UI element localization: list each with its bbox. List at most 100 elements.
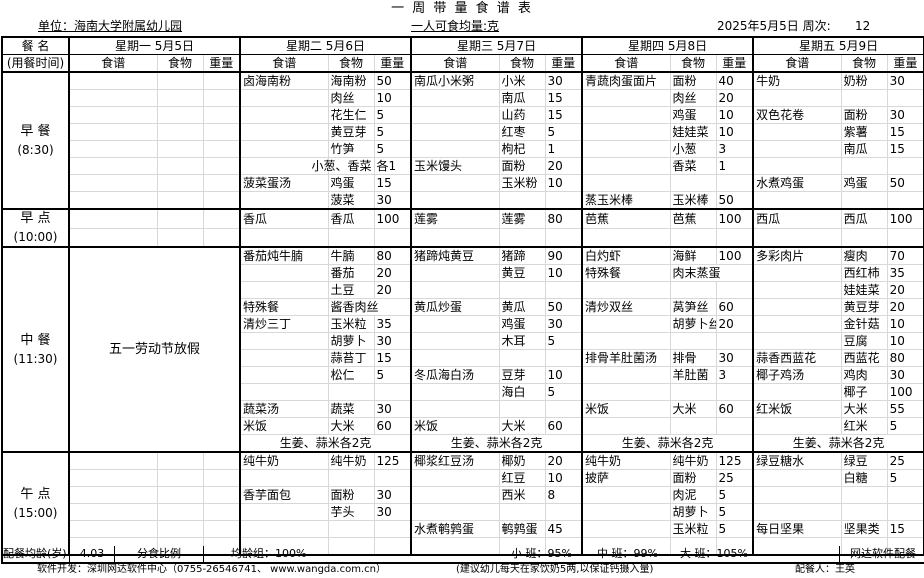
food-cell: 香瓜 (327, 208, 375, 229)
weight-cell (886, 191, 924, 210)
weight-cell (202, 227, 241, 248)
food-cell: 海南粉 (327, 71, 375, 90)
food-cell: 土豆 (327, 281, 375, 299)
weight-cell: 60 (373, 417, 412, 435)
food-cell: 大米 (327, 417, 375, 435)
food-cell: 玉米粉 (498, 174, 546, 192)
weight-cell: 20 (544, 451, 583, 470)
weight-cell: 5 (886, 417, 924, 435)
food-cell: 西瓜 (840, 208, 888, 229)
menu-row: 黄豆芽 5 红枣 5 娃娃菜 10 紫薯 15 (2, 123, 924, 141)
menu-row: 蔬菜汤 蔬菜 30 米饭 大米 60 红米饭 大米 55 (2, 400, 924, 418)
weight-cell: 5 (544, 383, 583, 401)
recipe-cell (410, 383, 500, 401)
weight-cell: 50 (544, 298, 583, 316)
recipe-cell (410, 174, 500, 192)
food-cell: 纯牛奶 (327, 451, 375, 470)
planner: 配餐人：王英 (795, 564, 855, 575)
food-cell (498, 349, 546, 367)
weight-cell: 20 (544, 157, 583, 175)
recipe-cell (581, 157, 671, 175)
recipe-cell (239, 89, 329, 107)
food-cell: 肉泥 (669, 486, 717, 504)
recipe-cell (239, 332, 329, 350)
weight-cell: 30 (886, 366, 924, 384)
recipe-cell (752, 469, 842, 487)
seasoning-note: 生姜、蒜米各2克 (239, 434, 412, 453)
recipe-cell: 蔬菜汤 (239, 400, 329, 418)
food-cell (840, 89, 888, 107)
meal-label-afternoon_snack: 午 点 (15:00) (1, 451, 70, 556)
holiday-note: 五一劳动节放假 (67, 246, 241, 453)
food-cell: 西米 (498, 486, 546, 504)
recipe-cell (68, 106, 158, 124)
food-cell: 芭蕉 (669, 208, 717, 229)
recipe-cell (752, 298, 842, 316)
meal-label-lunch: 中 餐 (11:30) (1, 246, 70, 453)
menu-row: 红豆 10 披萨 面粉 25 白糖 5 (2, 469, 924, 487)
recipe-cell: 绿豆糖水 (752, 451, 842, 470)
recipe-cell: 清炒三丁 (239, 315, 329, 333)
food-cell (840, 503, 888, 521)
food-cell: 枸杞 (498, 140, 546, 158)
weight-cell: 80 (373, 246, 412, 265)
food-cell: 鸡蛋 (669, 106, 717, 124)
recipe-cell: 冬瓜海白汤 (410, 366, 500, 384)
food-cell (840, 157, 888, 175)
menu-row: 早 餐 (8:30) 卤海南粉 海南粉 50 南瓜小米粥 小米 30 青蔬肉蛋面片 面粉 40 牛奶奶… (1, 71, 924, 210)
food-cell (156, 123, 204, 141)
food-cell (327, 227, 375, 248)
meal-name: 早 点 (20, 211, 51, 226)
food-cell: 小葱、香菜 (312, 157, 375, 175)
recipe-cell (752, 227, 842, 248)
day-header: 星期四 5月8日 (581, 36, 754, 55)
recipe-cell (68, 486, 158, 504)
weight-cell (886, 89, 924, 107)
food-cell (840, 191, 888, 210)
food-cell: 海鲜 (669, 246, 717, 265)
food-cell: 竹笋 (327, 140, 375, 158)
seasoning-note: 生姜、蒜米各2克 (752, 434, 924, 453)
recipe-cell (752, 503, 842, 521)
recipe-cell (581, 486, 671, 504)
weight-cell: 5 (715, 503, 754, 521)
food-cell: 金针菇 (840, 315, 888, 333)
food-cell (156, 157, 204, 175)
recipe-cell (410, 469, 500, 487)
recipe-cell: 猪蹄炖黄豆 (410, 246, 500, 265)
weight-cell (373, 520, 412, 538)
milk-advice: (建议幼儿每天在家饮奶5两,以保证钙摄入量) (456, 564, 654, 575)
weight-cell: 5 (373, 123, 412, 141)
weight-cell: 1 (715, 157, 754, 175)
food-cell: 猪蹄 (498, 246, 546, 265)
weight-cell: 3 (715, 366, 754, 384)
weight-cell: 60 (544, 417, 583, 435)
menu-row: 水煮鹌鹑蛋 鹌鹑蛋 45 玉米粒 5 每日坚果 坚果类 15 (2, 520, 924, 538)
recipe-cell (581, 383, 671, 401)
food-cell (669, 383, 717, 401)
menu-row: 芋头 30 胡萝卜 5 (2, 503, 924, 521)
weight-cell: 10 (544, 366, 583, 384)
seasoning-note: 生姜、蒜米各2克 (581, 434, 754, 453)
weight-cell (202, 520, 241, 538)
food-cell: 胡萝卜 (327, 332, 375, 350)
weight-cell: 100 (886, 383, 924, 401)
menu-row: 竹笋 5 枸杞 1 小葱 3 南瓜 15 (2, 140, 924, 158)
recipe-cell: 特殊餐 (239, 298, 329, 316)
recipe-cell (410, 140, 500, 158)
food-cell: 黄豆 (498, 264, 546, 282)
weight-header: 重量 (715, 54, 754, 73)
weight-cell: 15 (886, 123, 924, 141)
food-cell: 黄豆芽 (327, 123, 375, 141)
food-cell: 豆芽 (498, 366, 546, 384)
recipe-cell (581, 140, 671, 158)
recipe-cell (410, 400, 500, 418)
recipe-cell: 莲雾 (410, 208, 500, 229)
food-cell (327, 383, 375, 401)
food-cell: 松仁 (327, 366, 375, 384)
food-cell (156, 208, 204, 229)
meal-time: (15:00) (13, 505, 58, 520)
weight-cell: 80 (886, 349, 924, 367)
recipe-header: 食谱 (752, 54, 842, 73)
food-cell: 菠菜 (327, 191, 375, 210)
